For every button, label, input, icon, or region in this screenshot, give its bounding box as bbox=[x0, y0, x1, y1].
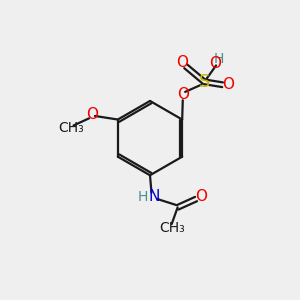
Text: O: O bbox=[86, 107, 98, 122]
Text: O: O bbox=[222, 77, 234, 92]
Text: O: O bbox=[209, 56, 221, 71]
Text: N: N bbox=[149, 189, 160, 204]
Text: H: H bbox=[138, 190, 148, 204]
Text: O: O bbox=[177, 87, 189, 102]
Text: O: O bbox=[176, 55, 188, 70]
Text: CH₃: CH₃ bbox=[58, 121, 84, 135]
Text: H: H bbox=[213, 52, 224, 66]
Text: S: S bbox=[199, 73, 210, 91]
Text: O: O bbox=[195, 189, 207, 204]
Text: CH₃: CH₃ bbox=[159, 220, 184, 235]
